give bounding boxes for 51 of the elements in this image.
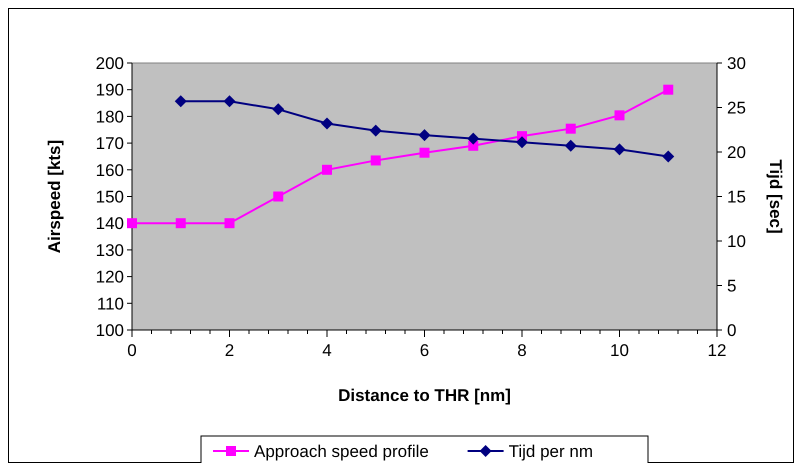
x-tick-label: 6 [420,341,430,360]
y2-tick-label: 0 [727,320,736,340]
x-tick-label: 4 [322,341,332,360]
point [564,140,577,152]
point [420,148,430,158]
point [370,124,382,137]
point [614,110,624,120]
point [662,150,674,162]
y-tick-label: 100 [96,320,124,340]
y-tick-label: 150 [96,187,124,206]
legend-label: Tijd per nm [508,442,594,461]
y2-tick-label: 20 [727,142,746,162]
y2-tick-label: 25 [727,98,746,118]
legend-label: Approach speed profile [254,442,429,461]
point [321,118,333,130]
point [663,84,674,95]
x-tick-label: 10 [610,341,629,360]
point [614,143,626,156]
y-tick-label: 180 [96,107,124,126]
point [467,132,480,145]
y-tick-label: 130 [96,240,124,260]
y-axis-title: Airspeed [kts] [45,140,64,254]
point [176,218,186,228]
y-tick-label: 200 [96,54,124,73]
y2-tick-label: 15 [727,187,746,206]
x-tick-label: 12 [708,341,726,360]
x-tick-label: 0 [127,341,137,360]
y2-axis-title: Tijd [sec] [766,159,785,234]
point [224,218,234,228]
point [272,103,284,116]
y-tick-label: 140 [96,214,124,234]
point [174,95,187,108]
y-tick-label: 110 [96,294,124,314]
point [322,164,332,175]
point [370,155,381,166]
x-tick-label: 8 [517,341,527,360]
point [273,192,284,202]
y2-tick-label: 5 [727,276,736,296]
y-tick-label: 160 [96,160,124,180]
x-tick-label: 2 [224,341,234,360]
point [224,95,236,108]
point [418,129,430,142]
y-tick-label: 190 [96,80,124,100]
point [127,218,137,228]
y2-tick-label: 30 [727,54,746,73]
y-tick-label: 170 [96,134,124,154]
x-axis-title: Distance to THR [nm] [338,386,511,405]
y2-tick-label: 10 [727,232,746,251]
point [566,124,576,134]
y-tick-label: 120 [96,268,124,287]
point [516,136,528,148]
